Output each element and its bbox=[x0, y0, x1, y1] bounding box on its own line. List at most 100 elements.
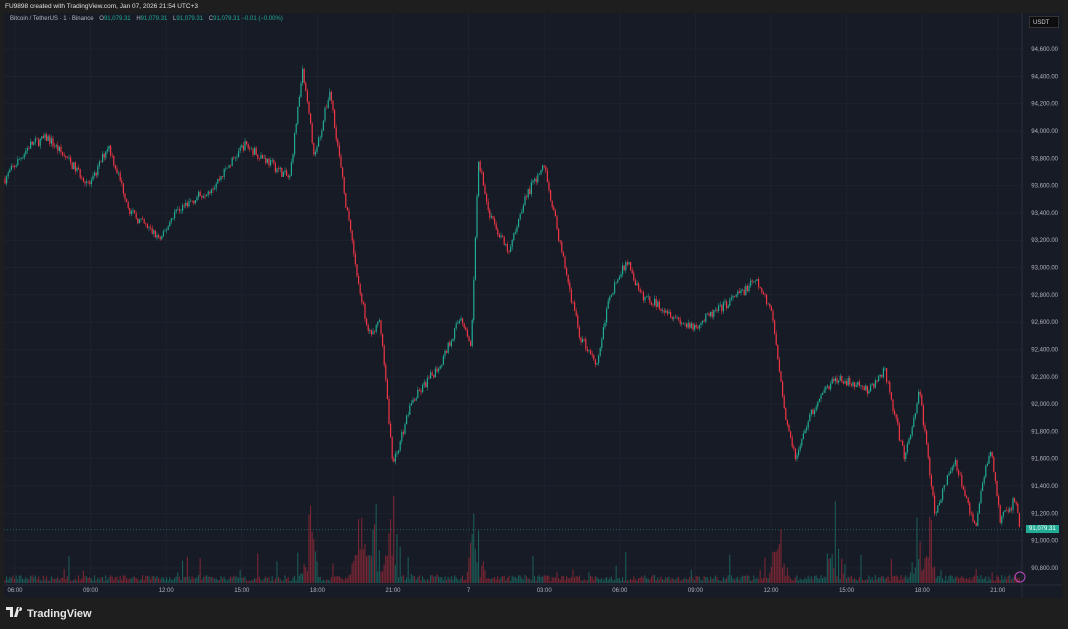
candle-body bbox=[966, 496, 968, 499]
candle-body bbox=[610, 294, 612, 297]
volume-bar bbox=[577, 576, 579, 583]
chart-panel[interactable] bbox=[4, 13, 1062, 598]
candle-body bbox=[78, 167, 80, 170]
volume-bar bbox=[58, 580, 60, 583]
volume-bar bbox=[426, 579, 428, 583]
volume-bar bbox=[679, 579, 681, 583]
candle-body bbox=[870, 384, 872, 392]
candle-body bbox=[46, 134, 48, 142]
candle-body bbox=[564, 256, 566, 269]
candle-body bbox=[513, 233, 515, 240]
volume-bar bbox=[286, 578, 288, 583]
volume-bar bbox=[743, 575, 745, 583]
candle-body bbox=[297, 106, 299, 124]
volume-bar bbox=[295, 580, 297, 583]
volume-bar bbox=[866, 579, 868, 583]
volume-bar bbox=[319, 576, 321, 583]
volume-bar bbox=[671, 577, 673, 583]
candle-body bbox=[146, 223, 148, 229]
candle-body bbox=[583, 338, 585, 340]
price-tick-label: 94,400.00 bbox=[1031, 74, 1058, 80]
currency-button[interactable]: USDT bbox=[1029, 16, 1059, 28]
volume-bar bbox=[252, 579, 254, 583]
volume-bar bbox=[865, 579, 867, 583]
candle-body bbox=[958, 470, 960, 475]
candle-body bbox=[332, 100, 334, 111]
volume-bar bbox=[775, 551, 777, 583]
volume-bar bbox=[313, 539, 315, 583]
volume-bar bbox=[330, 577, 332, 583]
volume-bar bbox=[263, 577, 265, 583]
candle-body bbox=[247, 144, 249, 149]
candle-body bbox=[198, 191, 200, 198]
candle-body bbox=[465, 327, 467, 330]
candle-body bbox=[460, 318, 462, 321]
candle-body bbox=[73, 162, 75, 170]
volume-bar bbox=[820, 575, 822, 583]
candle-body bbox=[681, 323, 683, 324]
candle-body bbox=[638, 283, 640, 290]
candle-body bbox=[558, 228, 560, 241]
volume-bar bbox=[833, 568, 835, 583]
volume-bar bbox=[20, 575, 22, 583]
volume-bar bbox=[900, 575, 902, 583]
candle-body bbox=[55, 144, 57, 147]
candle-body bbox=[530, 182, 532, 195]
candle-body bbox=[884, 368, 886, 369]
candle-body bbox=[791, 437, 793, 447]
price-tick-label: 93,000.00 bbox=[1031, 266, 1058, 272]
volume-bar bbox=[766, 577, 768, 583]
volume-bar bbox=[511, 575, 513, 583]
candle-body bbox=[322, 120, 324, 131]
candle-body bbox=[914, 413, 916, 418]
volume-bar bbox=[798, 580, 800, 583]
volume-bar bbox=[713, 578, 715, 583]
candle-body bbox=[887, 381, 889, 383]
volume-bar bbox=[778, 544, 780, 583]
candle-body bbox=[431, 372, 433, 376]
volume-bar bbox=[156, 576, 158, 583]
volume-bar bbox=[874, 575, 876, 583]
candle-body bbox=[764, 294, 766, 295]
candle-body bbox=[652, 304, 654, 306]
volume-bar bbox=[366, 556, 368, 583]
volume-bar bbox=[201, 579, 203, 583]
volume-bar bbox=[487, 578, 489, 583]
volume-bar bbox=[167, 580, 169, 583]
candle-body bbox=[622, 265, 624, 275]
volume-bar bbox=[396, 534, 398, 583]
candle-body bbox=[396, 453, 398, 455]
volume-bar bbox=[404, 579, 406, 583]
replay-icon[interactable] bbox=[1014, 571, 1026, 583]
volume-bar bbox=[644, 575, 646, 583]
candle-body bbox=[306, 91, 308, 102]
volume-bar bbox=[113, 579, 115, 583]
volume-bar bbox=[332, 563, 334, 583]
volume-bar bbox=[932, 567, 934, 583]
candle-body bbox=[540, 170, 542, 174]
time-tick-label: 18:00 bbox=[915, 588, 931, 594]
candle-body bbox=[692, 323, 694, 330]
volume-bar bbox=[782, 567, 784, 583]
volume-bar bbox=[639, 577, 641, 583]
volume-bar bbox=[418, 575, 420, 583]
candle-body bbox=[199, 191, 201, 196]
price-chart[interactable]: 94,600.00 94,400.00 94,200.00 94,000.00 93,8… bbox=[0, 0, 1068, 598]
volume-bar bbox=[202, 577, 204, 583]
candle-body bbox=[316, 146, 318, 152]
volume-bar bbox=[929, 517, 931, 583]
volume-bar bbox=[159, 579, 161, 583]
price-tick-label: 94,200.00 bbox=[1031, 102, 1058, 108]
tradingview-logo[interactable]: TradingView bbox=[6, 607, 92, 620]
candle-body bbox=[934, 495, 936, 514]
candle-body bbox=[846, 381, 848, 386]
volume-bar bbox=[9, 576, 11, 583]
volume-bar bbox=[390, 519, 392, 583]
candle-body bbox=[47, 136, 49, 142]
candle-body bbox=[430, 372, 432, 379]
volume-bar bbox=[742, 575, 744, 583]
price-tick-label: 91,400.00 bbox=[1031, 484, 1058, 490]
volume-bar bbox=[246, 580, 248, 583]
volume-bar bbox=[702, 580, 704, 583]
volume-bar bbox=[838, 548, 840, 583]
